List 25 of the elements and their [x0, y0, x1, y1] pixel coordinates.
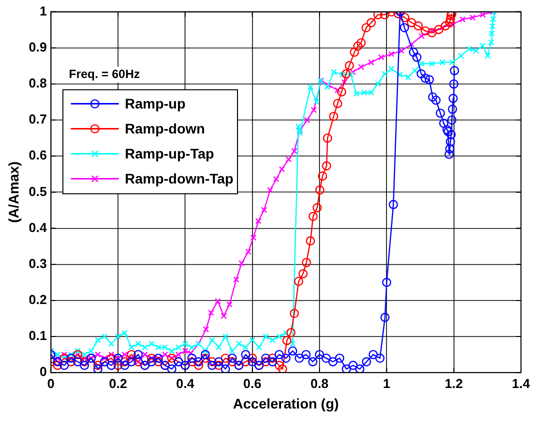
- y-axis-title: (A/Amax): [5, 161, 22, 223]
- x-tick-label: 0.6: [243, 376, 262, 391]
- legend-label: Ramp-down-Tap: [124, 170, 234, 187]
- x-tick-label: 1: [383, 376, 390, 391]
- y-tick-label: 0.6: [28, 148, 47, 163]
- y-tick-label: 0.7: [28, 112, 47, 127]
- y-tick-label: 0.1: [28, 328, 47, 344]
- legend-label: Ramp-up: [124, 96, 186, 112]
- y-tick-label: 0.4: [28, 220, 48, 235]
- y-tick-label: 0.3: [28, 256, 47, 271]
- y-tick-label: 0: [40, 364, 47, 380]
- y-tick-label: 0.8: [28, 76, 47, 91]
- x-tick-label: 0.8: [310, 376, 329, 391]
- x-axis-title: Acceleration (g): [233, 395, 339, 412]
- x-tick-label: 0.4: [176, 376, 195, 391]
- y-tick-label: 0.2: [28, 292, 47, 308]
- legend-label: Ramp-up-Tap: [124, 146, 214, 162]
- annotation: Freq. = 60Hz: [68, 67, 140, 82]
- y-tick-label: 0.9: [28, 39, 47, 54]
- legend-label: Ramp-down: [124, 120, 205, 137]
- x-tick-label: 1.4: [512, 376, 531, 391]
- x-tick-label: 0.2: [108, 376, 128, 391]
- x-tick-label: 1.2: [444, 376, 463, 391]
- y-tick-label: 1: [40, 3, 47, 18]
- y-tick-label: 0.5: [28, 184, 47, 199]
